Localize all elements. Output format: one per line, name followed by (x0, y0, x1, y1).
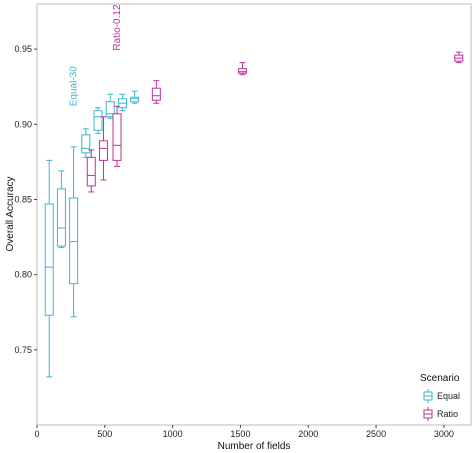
box-ratio (454, 51, 464, 64)
x-axis-title: Number of fields (218, 441, 291, 452)
box-equal (93, 107, 103, 134)
box-ratio (86, 149, 96, 193)
box-iqr (237, 68, 247, 74)
box-ratio (151, 80, 161, 104)
box-equal (105, 93, 115, 119)
box-iqr (44, 203, 54, 316)
y-tick-label: 0.80 (14, 270, 32, 280)
box-iqr (56, 188, 66, 247)
legend-item-ratio: Ratio (423, 407, 458, 421)
y-axis: 0.75 0.80 0.85 0.90 0.95 (14, 44, 37, 355)
legend-item-equal: Equal (423, 389, 460, 403)
box-iqr (93, 110, 103, 131)
box-iqr (98, 140, 108, 161)
y-tick-label: 0.75 (14, 345, 32, 355)
x-tick-label: 2500 (366, 429, 386, 439)
y-tick-label: 0.90 (14, 119, 32, 129)
box-equal (56, 170, 66, 249)
y-tick-label: 0.95 (14, 44, 32, 54)
annotations: Equal-30 Ratio-0.12 (69, 4, 123, 106)
legend: Scenario Equal Ratio (420, 373, 460, 421)
box-iqr (151, 87, 161, 101)
y-axis-title: Overall Accuracy (5, 176, 16, 251)
box-ratio (112, 105, 122, 167)
box-equal (81, 128, 91, 158)
x-tick-label: 1500 (230, 429, 250, 439)
legend-title: Scenario (420, 373, 460, 384)
x-axis: 0 500 1000 1500 2000 2500 3000 (34, 425, 454, 439)
box-iqr (86, 156, 96, 187)
legend-label: Equal (437, 391, 460, 401)
legend-items: Equal Ratio (423, 389, 460, 421)
box-ratio (98, 116, 108, 181)
x-tick-label: 0 (34, 429, 39, 439)
box-iqr (69, 197, 79, 285)
box-iqr (130, 96, 140, 103)
box-equal (117, 93, 127, 112)
annotation-label: Equal-30 (69, 66, 80, 106)
box-iqr (81, 134, 91, 154)
x-tick-label: 2000 (298, 429, 318, 439)
y-tick-label: 0.85 (14, 194, 32, 204)
plot-panel (36, 3, 472, 426)
x-tick-label: 1000 (163, 429, 183, 439)
box-ratio (237, 62, 247, 76)
box-equal (69, 146, 79, 318)
legend-label: Ratio (437, 409, 458, 419)
box-equal (44, 159, 54, 378)
box-iqr (105, 101, 115, 118)
box-equal (130, 90, 140, 104)
x-tick-label: 3000 (434, 429, 454, 439)
x-tick-label: 500 (97, 429, 112, 439)
box-iqr (112, 113, 122, 161)
box-marks (44, 51, 464, 378)
annotation-label: Ratio-0.12 (112, 4, 123, 51)
